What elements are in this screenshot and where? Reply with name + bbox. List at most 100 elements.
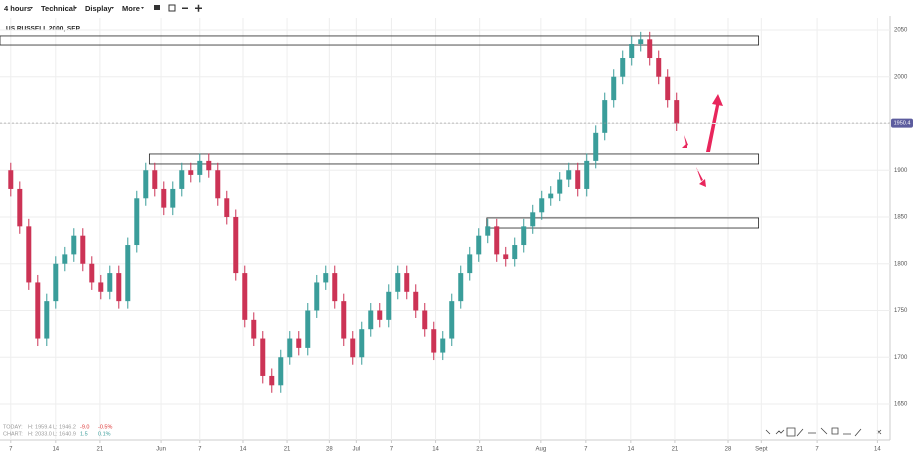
zoom-in[interactable]: [195, 4, 202, 12]
menu[interactable]: More: [122, 4, 140, 13]
x-tick-label: 7: [390, 447, 394, 453]
candle-body: [323, 273, 329, 283]
chart-title: US RUSSELL 2000, SEP: [6, 26, 81, 33]
x-tick-label: 14: [874, 447, 881, 453]
info-text: H: 1959.4: [28, 424, 52, 430]
info-text: H: 2033.0: [28, 431, 52, 437]
candle-body: [197, 160, 203, 175]
x-tick-label: 21: [284, 447, 291, 453]
menu[interactable]: Technical: [41, 4, 76, 13]
info-text: 1.5: [80, 431, 88, 437]
x-tick-label: 7: [198, 447, 202, 453]
menu[interactable]: 4 hours: [4, 4, 32, 13]
x-tick-label: 7: [584, 447, 588, 453]
open-icon[interactable]: [154, 5, 160, 10]
candle-body: [233, 216, 239, 274]
x-tick-label: 21: [97, 447, 104, 453]
y-tick-label: 2000: [894, 74, 908, 80]
candle-body: [314, 282, 320, 311]
save-icon[interactable]: [168, 4, 176, 12]
x-tick-label: 28: [725, 447, 732, 453]
candle-body: [8, 170, 14, 189]
x-tick-label: Sept: [755, 447, 768, 453]
info-text: 0.1%: [98, 431, 111, 437]
x-tick-label: 14: [52, 447, 59, 453]
candle-body: [494, 226, 500, 255]
x-tick-label: 14: [627, 447, 634, 453]
info-text: CHART:: [3, 431, 23, 437]
x-tick-label: 21: [672, 447, 679, 453]
info-text: -9.0: [80, 424, 89, 430]
candle-body: [53, 263, 59, 302]
candle-body: [458, 273, 464, 302]
candle-body: [278, 357, 284, 386]
price-zone: [148, 153, 760, 165]
candle-body: [656, 58, 662, 77]
x-tick-label: 14: [240, 447, 247, 453]
candle-body: [215, 170, 221, 199]
y-tick-label: 1850: [894, 215, 908, 221]
info-text: L: 1946.2: [53, 424, 76, 430]
candle-body: [62, 254, 68, 264]
candle-body: [26, 226, 32, 283]
y-tick-label: 1700: [894, 355, 908, 361]
candle-body: [620, 58, 626, 77]
toolbar: 4 hours Technical Display More: [0, 0, 914, 16]
zoom-out[interactable]: [182, 7, 188, 10]
candle-body: [134, 198, 140, 246]
candle-body: [575, 170, 581, 189]
candle-body: [602, 100, 608, 133]
info-text: TODAY:: [3, 424, 23, 430]
y-tick-label: 1650: [894, 402, 908, 408]
tool[interactable]: [765, 427, 882, 437]
y-tick-label: 1900: [894, 168, 908, 174]
candle-body: [17, 188, 23, 227]
candle-body: [539, 198, 545, 213]
candle-body: [377, 310, 383, 320]
price-zone: [486, 217, 760, 229]
candle-body: [341, 301, 347, 339]
candle-body: [125, 245, 131, 302]
price-zone: [0, 35, 760, 46]
candle-body: [269, 375, 275, 386]
x-tick-label: 7: [9, 447, 13, 453]
info-text: -0.5%: [98, 424, 112, 430]
x-tick-label: Jul: [353, 447, 361, 453]
y-tick-label: 1750: [894, 308, 908, 314]
candle-body: [143, 170, 149, 199]
candle-body: [584, 160, 590, 189]
x-tick-label: 28: [326, 447, 333, 453]
candle-body: [548, 193, 554, 199]
candle-body: [242, 273, 248, 320]
candle-body: [503, 254, 509, 260]
candle-body: [395, 273, 401, 292]
candle-body: [611, 76, 617, 101]
drawing-tools: [765, 427, 882, 437]
candle-body: [251, 319, 257, 339]
candle-body: [629, 43, 635, 59]
candle-body: [593, 132, 599, 161]
candle-body: [188, 170, 194, 175]
candle-body: [413, 291, 419, 311]
candle-body: [422, 310, 428, 330]
candle-body: [152, 170, 158, 189]
candle-body: [350, 338, 356, 358]
candle-body: [674, 100, 680, 124]
candle-body: [449, 301, 455, 339]
candle-body: [665, 76, 671, 101]
candle-body: [476, 235, 482, 255]
arrows: [682, 94, 723, 187]
menu[interactable]: Display: [85, 4, 112, 13]
candle-body: [287, 338, 293, 358]
candle-body: [332, 273, 338, 302]
candle-body: [161, 188, 167, 208]
x-tick-label: 21: [476, 447, 483, 453]
candle-body: [485, 226, 491, 236]
candle-body: [80, 235, 86, 264]
candle-body: [89, 263, 95, 283]
candle-body: [44, 301, 50, 339]
candle-body: [647, 39, 653, 59]
toolbar-icons: [30, 4, 202, 12]
